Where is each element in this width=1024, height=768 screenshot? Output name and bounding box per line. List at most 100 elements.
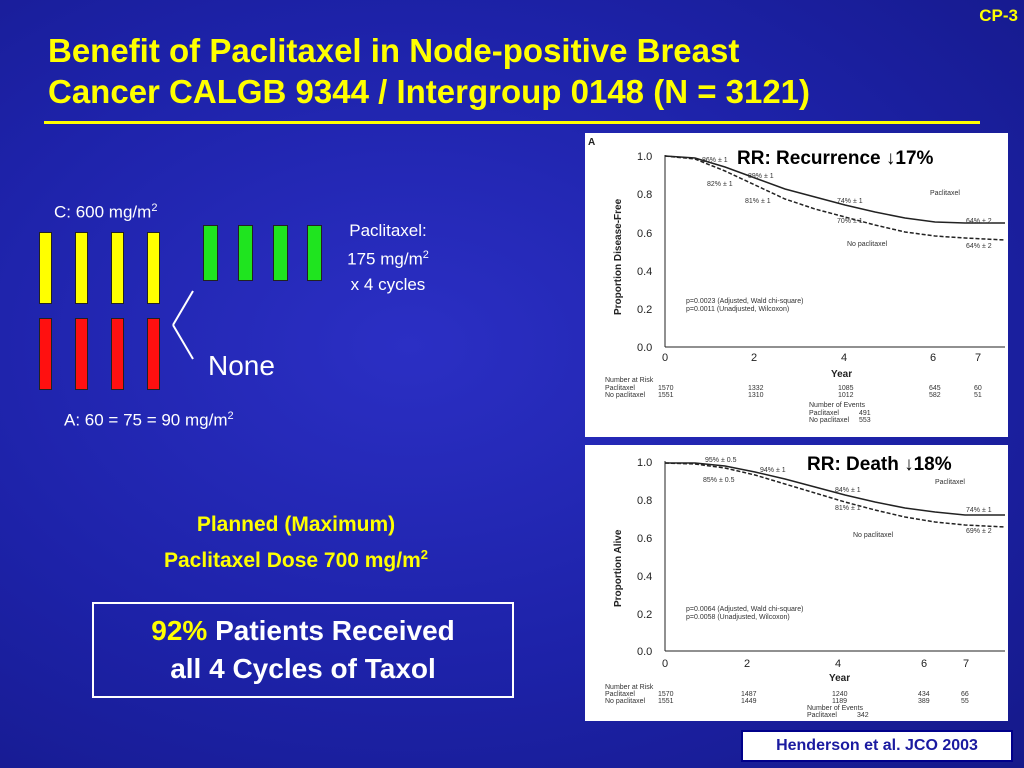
svg-text:No paclitaxel: No paclitaxel (809, 417, 850, 424)
svg-text:645: 645 (929, 385, 941, 392)
x-tick: 4 (841, 352, 847, 364)
no-paclitaxel-curve-label: No paclitaxel (853, 532, 894, 539)
svg-text:1012: 1012 (838, 392, 854, 399)
no-paclitaxel-curve (664, 462, 1006, 528)
panel-letter: A (588, 137, 595, 148)
svg-text:1551: 1551 (658, 698, 674, 705)
svg-text:1085: 1085 (838, 385, 854, 392)
x-tick: 2 (744, 658, 750, 670)
p-value: p=0.0011 (Unadjusted, Wilcoxon) (686, 306, 789, 313)
randomization-branch (172, 290, 194, 360)
svg-text:342: 342 (857, 712, 869, 719)
dfs-kaplan-meier-panel: A RR: Recurrence ↓17% 1.0 0.8 0.6 0.4 0.… (585, 133, 1008, 437)
x-ticks: 0 2 4 6 7 (662, 658, 969, 670)
svg-text:1310: 1310 (748, 392, 764, 399)
y-tick: 1.0 (637, 151, 652, 163)
svg-text:1487: 1487 (741, 691, 757, 698)
x-tick: 4 (835, 658, 841, 670)
x-tick: 0 (662, 658, 668, 670)
svg-text:Paclitaxel: Paclitaxel (809, 410, 839, 417)
x-tick: 7 (963, 658, 969, 670)
no-paclitaxel-label: None (208, 350, 275, 381)
y-axis-label: Proportion Alive (613, 529, 624, 607)
svg-text:Paclitaxel: Paclitaxel (605, 691, 635, 698)
rr-death-label: RR: Death ↓18% (807, 454, 952, 475)
paclitaxel-cycle-bar (307, 225, 322, 281)
cyclophosphamide-cycle-bar (147, 232, 160, 304)
p-value: p=0.0058 (Unadjusted, Wilcoxon) (686, 614, 790, 621)
cyclophosphamide-dose-label: C: 600 mg/m2 (54, 202, 158, 222)
svg-text:1551: 1551 (658, 392, 674, 399)
doxorubicin-cycle-bar (75, 318, 88, 390)
y-tick: 0.8 (637, 495, 652, 507)
completion-percent: 92% (151, 615, 208, 646)
p-value: p=0.0064 (Adjusted, Wald chi-square) (686, 606, 803, 613)
p-value: p=0.0023 (Adjusted, Wald chi-square) (686, 298, 803, 305)
doxorubicin-cycle-bar (111, 318, 124, 390)
x-tick: 2 (751, 352, 757, 364)
panel-letter: B (588, 445, 595, 446)
x-ticks: 0 2 4 6 7 (662, 352, 981, 364)
svg-text:60: 60 (974, 385, 982, 392)
pct-label: 64% ± 2 (966, 243, 992, 250)
pct-label: 69% ± 2 (966, 528, 992, 535)
y-tick: 0.4 (637, 266, 652, 278)
y-ticks: 1.0 0.8 0.6 0.4 0.2 0.0 (637, 151, 652, 354)
svg-text:1332: 1332 (748, 385, 764, 392)
risk-header: Number at Risk (605, 377, 654, 384)
svg-text:Paclitaxel: Paclitaxel (605, 385, 635, 392)
y-tick: 0.6 (637, 533, 652, 545)
title-line-2: Cancer CALGB 9344 / Intergroup 0148 (N =… (48, 73, 811, 110)
svg-text:55: 55 (961, 698, 969, 705)
no-paclitaxel-curve (664, 155, 1006, 241)
svg-text:No paclitaxel: No paclitaxel (605, 698, 646, 705)
y-tick: 0.8 (637, 189, 652, 201)
pct-label: 74% ± 1 (966, 507, 992, 514)
y-tick: 0.4 (637, 571, 652, 583)
svg-text:1570: 1570 (658, 691, 674, 698)
title-line-1: Benefit of Paclitaxel in Node-positive B… (48, 32, 740, 69)
svg-text:389: 389 (918, 698, 930, 705)
paclitaxel-curve-label: Paclitaxel (935, 479, 965, 486)
svg-text:582: 582 (929, 392, 941, 399)
cyclophosphamide-cycle-bar (111, 232, 124, 304)
x-tick: 7 (975, 352, 981, 364)
pct-label: 85% ± 0.5 (703, 477, 735, 484)
paclitaxel-cycle-bar (238, 225, 253, 281)
y-ticks: 1.0 0.8 0.6 0.4 0.2 0.0 (637, 457, 652, 658)
planned-dose: Planned (Maximum) Paclitaxel Dose 700 mg… (163, 513, 429, 572)
x-tick: 6 (921, 658, 927, 670)
paclitaxel-cycle-bar (203, 225, 218, 281)
paclitaxel-curve (665, 462, 1005, 516)
os-chart: B RR: Death ↓18% 1.0 0.8 0.6 0.4 0.2 0.0… (588, 435, 1006, 719)
x-tick: 6 (930, 352, 936, 364)
cyclophosphamide-cycle-bar (75, 232, 88, 304)
svg-text:434: 434 (918, 691, 930, 698)
svg-text:1449: 1449 (741, 698, 757, 705)
risk-header: Number at Risk (605, 684, 654, 691)
x-tick: 0 (662, 352, 668, 364)
rr-recurrence-label: RR: Recurrence ↓17% (737, 148, 934, 169)
svg-text:51: 51 (974, 392, 982, 399)
pct-label: 89% ± 1 (748, 173, 774, 180)
title-underline (44, 121, 980, 124)
y-tick: 0.2 (637, 304, 652, 316)
y-tick: 1.0 (637, 457, 652, 469)
x-axis-label: Year (831, 369, 852, 380)
pct-label: 64% ± 2 (966, 218, 992, 225)
pct-label: 86% ± 1 (702, 157, 728, 164)
doxorubicin-cycle-bar (147, 318, 160, 390)
y-axis-label: Proportion Disease-Free (613, 198, 624, 315)
y-tick: 0.0 (637, 646, 652, 658)
os-kaplan-meier-panel: B RR: Death ↓18% 1.0 0.8 0.6 0.4 0.2 0.0… (585, 435, 1008, 721)
svg-text:1189: 1189 (832, 698, 847, 705)
svg-text:491: 491 (859, 410, 871, 417)
completion-box: 92% Patients Received all 4 Cycles of Ta… (92, 602, 514, 698)
y-tick: 0.0 (637, 342, 652, 354)
paclitaxel-cycle-bar (273, 225, 288, 281)
paclitaxel-curve (664, 155, 1005, 224)
events-header: Number of Events (809, 402, 866, 409)
pct-label: 74% ± 1 (837, 198, 863, 205)
svg-text:1570: 1570 (658, 385, 674, 392)
svg-text:66: 66 (961, 691, 969, 698)
